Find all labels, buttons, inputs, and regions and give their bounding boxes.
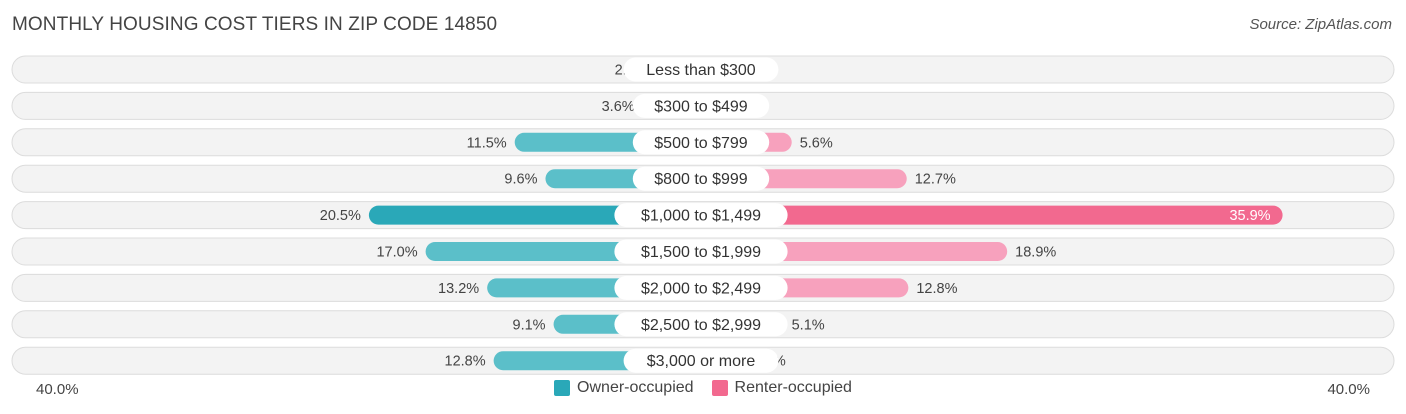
value-label-owner: 3.6% <box>602 99 635 115</box>
category-pill <box>614 203 788 228</box>
category-pill <box>614 275 788 300</box>
category-pill <box>623 57 779 82</box>
category-label: $300 to $499 <box>654 98 748 115</box>
value-label-renter: 5.1% <box>792 317 825 333</box>
value-label-owner: 20.5% <box>320 208 361 224</box>
legend-swatch-renter <box>711 380 728 396</box>
axis-left-label: 40.0% <box>36 381 79 398</box>
category-label: $1,000 to $1,499 <box>641 208 761 225</box>
value-label-owner: 9.6% <box>504 172 537 188</box>
value-label-renter: 12.8% <box>916 281 957 297</box>
axis-right-label: 40.0% <box>1327 381 1370 398</box>
legend-swatch-owner <box>554 380 571 396</box>
legend-label-renter: Renter-occupied <box>734 379 852 396</box>
bar-renter <box>701 205 1283 225</box>
category-label: $3,000 or more <box>647 353 756 370</box>
value-label-owner: 9.1% <box>513 317 546 333</box>
category-label: $1,500 to $1,999 <box>641 244 761 261</box>
category-pill <box>623 348 779 373</box>
category-pill <box>632 93 770 118</box>
category-pill <box>614 239 788 264</box>
category-label: Less than $300 <box>646 62 756 79</box>
legend-item-renter: Renter-occupied <box>711 379 852 397</box>
value-label-owner: 17.0% <box>376 245 417 261</box>
chart-source: Source: ZipAtlas.com <box>1249 16 1392 33</box>
value-label-renter: 18.9% <box>1015 245 1056 261</box>
value-label-renter: 35.9% <box>1229 208 1270 224</box>
category-pill <box>632 130 770 155</box>
value-label-owner: 13.2% <box>438 281 479 297</box>
category-label: $500 to $799 <box>654 135 748 152</box>
category-pill <box>632 166 770 191</box>
legend-item-owner: Owner-occupied <box>554 379 694 397</box>
category-label: $800 to $999 <box>654 171 748 188</box>
category-label: $2,000 to $2,499 <box>641 280 761 297</box>
chart-title: MONTHLY HOUSING COST TIERS IN ZIP CODE 1… <box>12 14 498 35</box>
value-label-renter: 5.6% <box>800 135 833 151</box>
legend-label-owner: Owner-occupied <box>577 379 694 396</box>
legend: Owner-occupied Renter-occupied <box>0 379 1406 397</box>
category-pill <box>614 312 788 337</box>
category-label: $2,500 to $2,999 <box>641 317 761 334</box>
value-label-owner: 12.8% <box>445 354 486 370</box>
value-label-owner: 11.5% <box>467 135 507 151</box>
value-label-renter: 12.7% <box>915 172 956 188</box>
